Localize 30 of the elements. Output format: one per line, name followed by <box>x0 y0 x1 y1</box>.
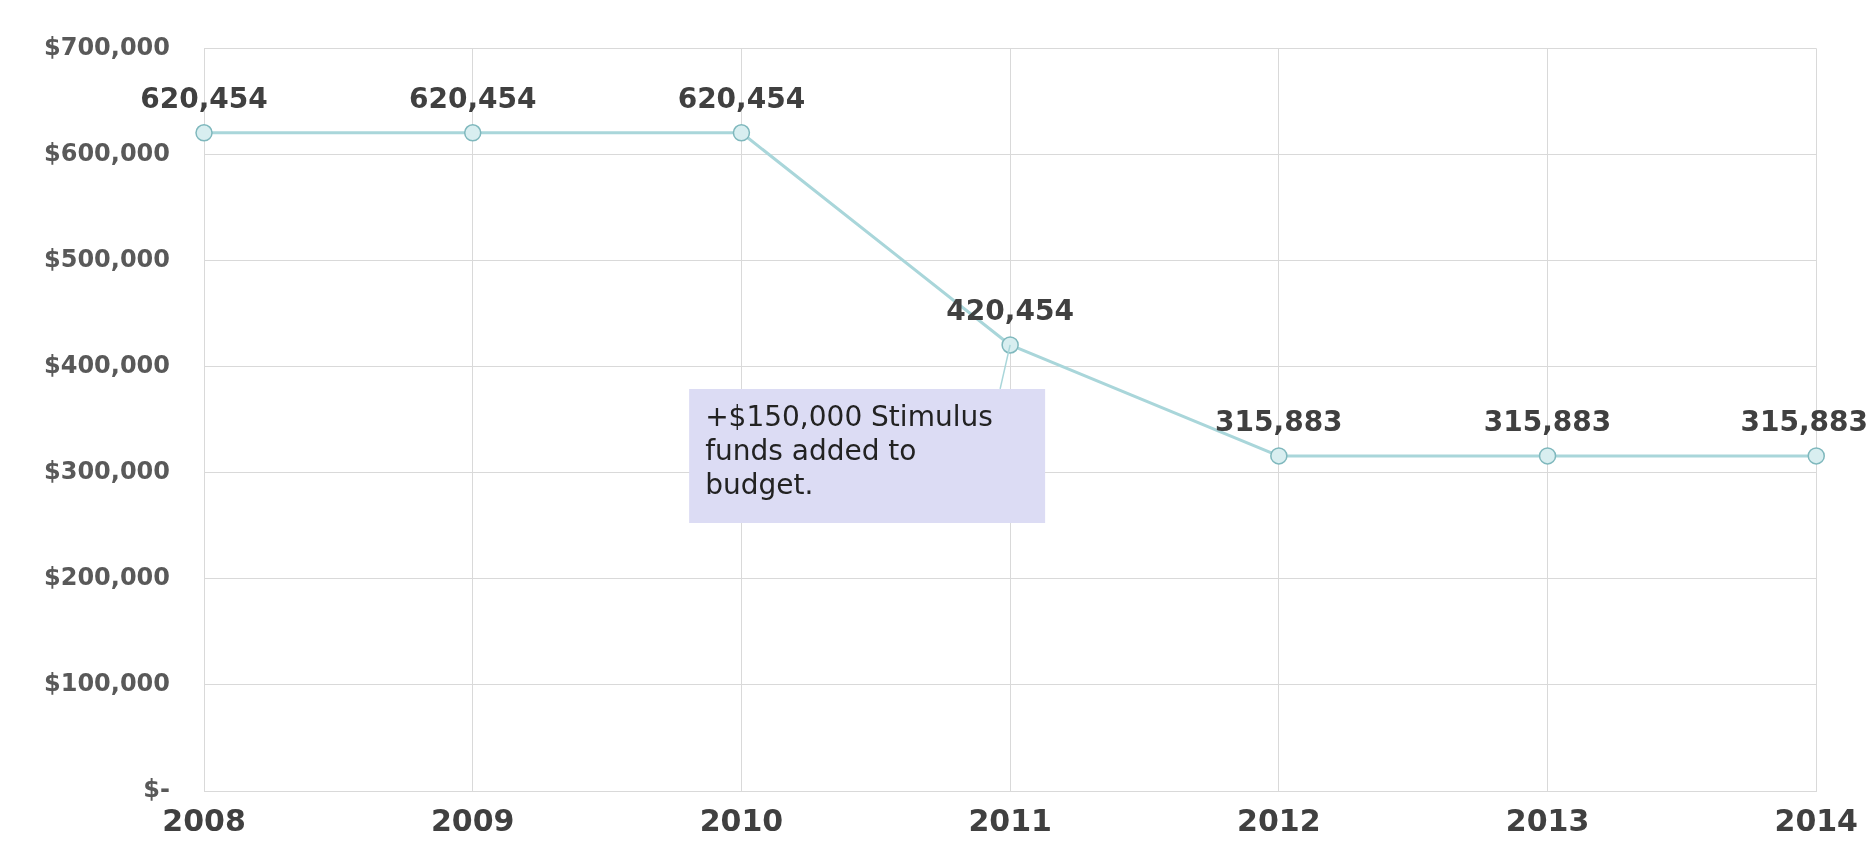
y-tick-label: $600,000 <box>44 138 171 167</box>
data-label: 620,454 <box>140 82 268 116</box>
y-tick-label: $300,000 <box>44 456 171 485</box>
annotation: +$150,000 Stimulus funds added to budget. <box>705 400 993 502</box>
point <box>1538 447 1557 465</box>
x-tick-label: 2014 <box>1774 802 1858 838</box>
point <box>1270 447 1288 465</box>
y-tick-label: $- <box>143 775 171 804</box>
data-label: 620,454 <box>677 82 806 116</box>
point <box>1001 336 1019 354</box>
y-tick-label: $700,000 <box>44 32 171 61</box>
x-tick-label: 2012 <box>1237 802 1321 838</box>
data-label: 315,883 <box>1215 405 1343 439</box>
point <box>732 124 751 142</box>
data-label: 315,883 <box>1740 405 1868 439</box>
y-tick-label: $100,000 <box>44 669 171 698</box>
x-tick-label: 2010 <box>699 802 784 838</box>
x-tick-label: 2011 <box>968 802 1052 838</box>
point <box>1807 447 1825 465</box>
point <box>195 124 213 142</box>
x-tick-label: 2008 <box>162 802 246 838</box>
x-tick-label: 2013 <box>1505 802 1590 838</box>
y-tick-label: $500,000 <box>44 244 171 273</box>
y-tick-label: $400,000 <box>44 350 171 379</box>
x-tick-label: 2009 <box>430 802 515 838</box>
y-tick-label: $200,000 <box>44 563 171 592</box>
data-label: 420,454 <box>946 294 1074 328</box>
data-label: 620,454 <box>408 82 537 116</box>
point <box>463 124 482 142</box>
data-label: 315,883 <box>1483 405 1612 439</box>
